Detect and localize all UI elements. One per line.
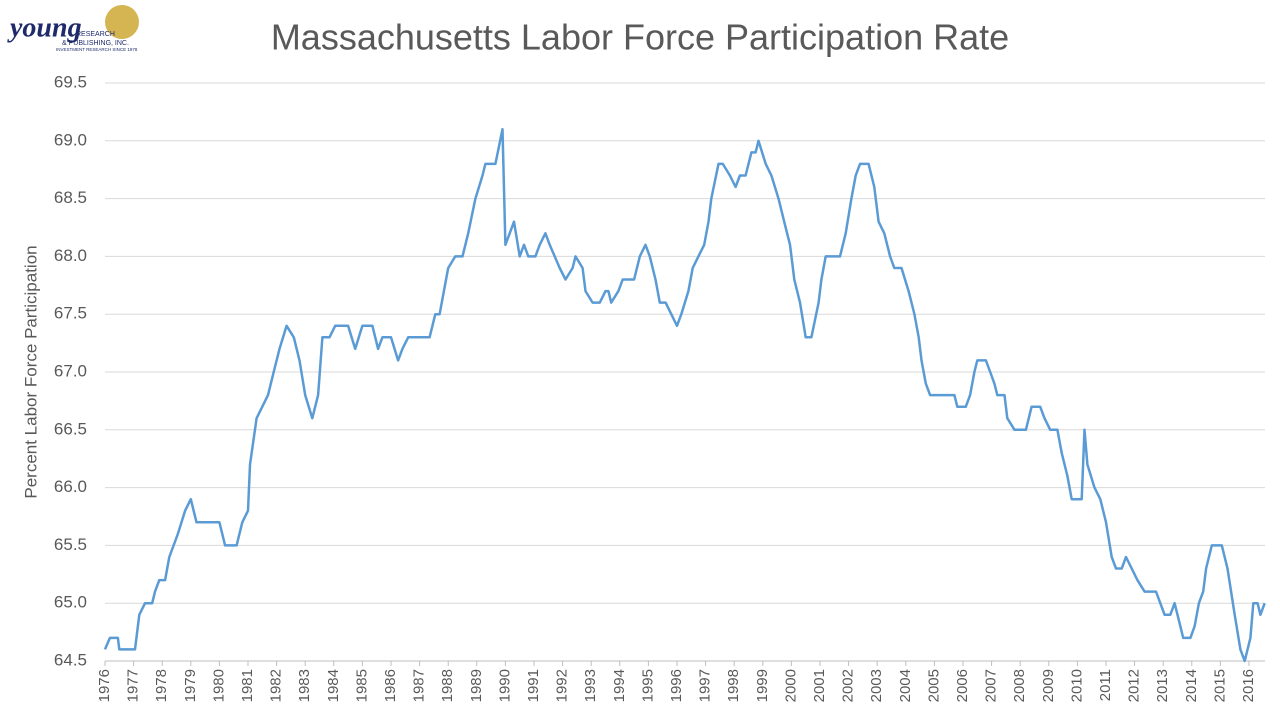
x-tick-label: 1984: [325, 669, 342, 702]
x-tick-label: 2001: [811, 669, 828, 702]
y-axis-label: Percent Labor Force Participation: [21, 245, 40, 498]
y-tick-label: 67.0: [54, 361, 87, 380]
logo-globe: [105, 5, 139, 39]
x-tick-label: 1978: [153, 669, 170, 702]
x-tick-label: 2005: [925, 669, 942, 702]
x-tick-label: 1996: [668, 669, 685, 702]
x-tick-label: 2012: [1126, 669, 1143, 702]
x-tick-label: 1987: [411, 669, 428, 702]
y-tick-label: 66.5: [54, 419, 87, 438]
x-tick-label: 2000: [782, 669, 799, 702]
x-tick-label: 1990: [496, 669, 513, 702]
x-tick-label: 2008: [1011, 669, 1028, 702]
x-tick-label: 2011: [1097, 669, 1114, 701]
y-tick-label: 69.5: [54, 72, 87, 91]
x-tick-label: 1981: [239, 669, 256, 702]
logo-line: RESEARCH: [76, 31, 115, 38]
x-tick-label: 1992: [554, 669, 571, 702]
x-tick-label: 1976: [96, 669, 113, 702]
x-tick-label: 2013: [1154, 669, 1171, 702]
y-tick-label: 68.5: [54, 188, 87, 207]
x-tick-label: 1982: [268, 669, 285, 702]
y-tick-label: 69.0: [54, 130, 87, 149]
x-tick-label: 1989: [468, 669, 485, 702]
chart-title: Massachusetts Labor Force Participation …: [271, 17, 1009, 58]
x-tick-label: 1986: [382, 669, 399, 702]
y-tick-label: 68.0: [54, 246, 87, 265]
x-tick-label: 2009: [1040, 669, 1057, 702]
y-tick-label: 65.0: [54, 593, 87, 612]
x-tick-label: 2010: [1068, 669, 1085, 702]
x-tick-label: 2007: [983, 669, 1000, 702]
x-tick-label: 1979: [182, 669, 199, 702]
x-tick-label: 2004: [897, 669, 914, 702]
x-tick-label: 2014: [1183, 669, 1200, 702]
x-tick-label: 1991: [525, 669, 542, 702]
x-tick-label: 1997: [697, 669, 714, 702]
x-tick-label: 1983: [296, 669, 313, 702]
logo-tagline: INVESTMENT RESEARCH SINCE 1978: [56, 47, 138, 52]
x-tick-label: 1993: [582, 669, 599, 702]
y-tick-label: 65.5: [54, 535, 87, 554]
x-tick-label: 2002: [840, 669, 857, 702]
x-tick-label: 1985: [353, 669, 370, 702]
x-tick-label: 1988: [439, 669, 456, 702]
y-tick-label: 67.5: [54, 304, 87, 323]
logo-name: young: [7, 12, 82, 43]
x-tick-label: 1994: [611, 669, 628, 702]
series-line: [103, 127, 1266, 663]
x-tick-label: 1995: [639, 669, 656, 702]
x-tick-label: 1977: [125, 669, 142, 702]
logo: young RESEARCH & PUBLISHING, INC. INVEST…: [7, 5, 139, 52]
x-tick-label: 1999: [754, 669, 771, 702]
x-tick-label: 1998: [725, 669, 742, 702]
x-tick-label: 2016: [1240, 669, 1257, 702]
y-tick-label: 66.0: [54, 477, 87, 496]
x-tick-label: 1980: [210, 669, 227, 702]
x-tick-label: 2006: [954, 669, 971, 702]
x-tick-label: 2003: [868, 669, 885, 702]
logo-line: & PUBLISHING, INC.: [62, 40, 129, 47]
x-tick-label: 2015: [1211, 669, 1228, 702]
y-tick-label: 64.5: [54, 650, 87, 669]
